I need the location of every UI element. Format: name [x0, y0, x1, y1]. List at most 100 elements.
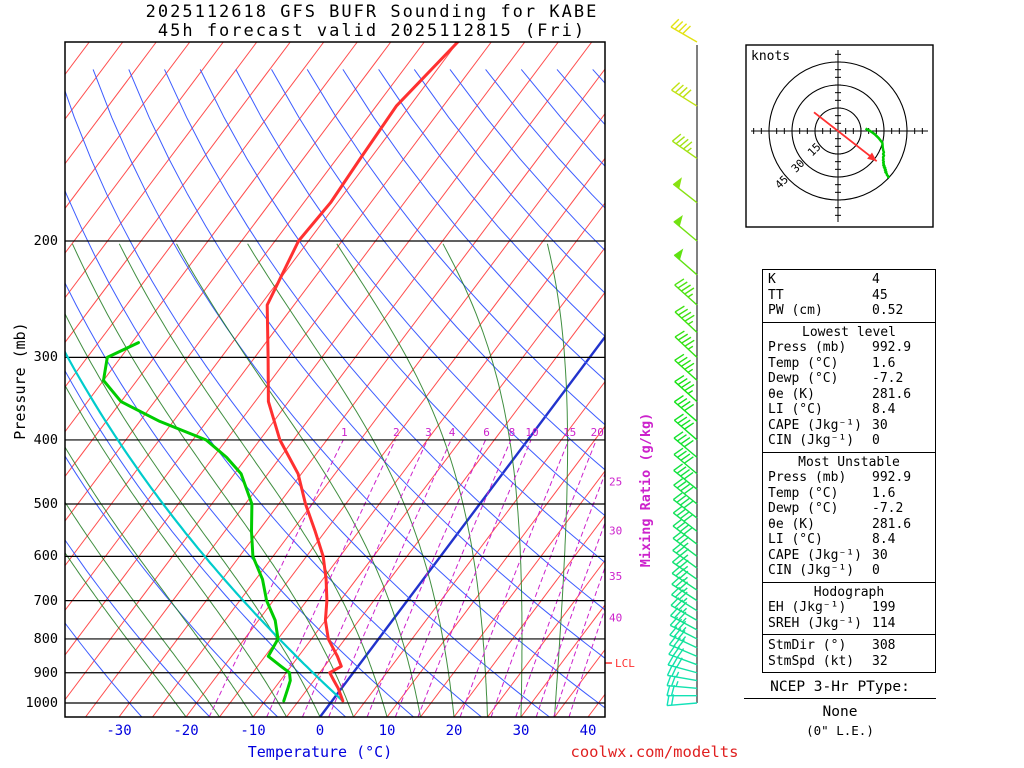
- stats-value: -7.2: [872, 501, 904, 516]
- dry-adiabat-line: [65, 622, 143, 717]
- stats-label: θe (K): [768, 386, 815, 402]
- wind-barb: [671, 133, 698, 159]
- moist-adiabat-line: [546, 243, 569, 717]
- temperature-tick-label: -20: [173, 723, 199, 739]
- temperature-axis-label: Temperature (°C): [247, 743, 393, 761]
- lcl-label: LCL: [615, 657, 635, 670]
- moist-adiabat-line: [71, 243, 354, 717]
- isotherm-line: [118, 68, 605, 717]
- temperature-profile-line: [265, 42, 460, 703]
- isotherm-line: [65, 42, 526, 656]
- storm-motion-arrowhead: [867, 152, 877, 162]
- stats-panel: K 4 TT 45 PW (cm) 0.52 Lowest level Press (mb) 9…: [762, 269, 936, 673]
- stats-divider: [763, 634, 935, 635]
- moist-adiabat-line: [442, 243, 523, 717]
- stats-row: CIN (Jkg⁻¹) 0: [768, 433, 930, 449]
- wind-barb: [674, 278, 698, 306]
- wind-barb: [671, 576, 698, 602]
- stats-label: EH (Jkg⁻¹): [768, 600, 847, 615]
- stats-label: Temp (°C): [768, 355, 839, 371]
- stats-row: LI (°C) 8.4: [768, 402, 930, 418]
- chart-title-line1: 2025112618 GFS BUFR Sounding for KABE: [145, 2, 599, 22]
- mixing-ratio-edge-label: 30: [609, 524, 622, 537]
- wind-barb: [673, 413, 698, 441]
- isotherm-line: [487, 559, 605, 717]
- dry-adiabat-line: [65, 89, 550, 717]
- stats-row: TT 45: [768, 288, 930, 304]
- mixing-ratio-line: [535, 521, 605, 717]
- wind-barb: [673, 478, 698, 505]
- wind-barb: [670, 18, 698, 43]
- stats-row: StmDir (°) 308: [768, 638, 930, 654]
- stats-value: 0.52: [872, 303, 904, 318]
- wind-barb: [672, 542, 698, 569]
- wind-barb: [673, 215, 698, 242]
- stats-value: 1.6: [872, 485, 896, 501]
- mixing-ratio-label: 15: [563, 426, 576, 439]
- wind-barb: [674, 330, 698, 358]
- isotherm-line: [65, 42, 258, 299]
- wind-barb: [673, 447, 698, 475]
- stats-label: LI (°C): [768, 532, 823, 547]
- stats-row: LI (°C) 8.4: [768, 532, 930, 548]
- mixing-ratio-label: 3: [425, 426, 432, 439]
- stats-section: Lowest level Press (mb) 992.9 Temp (°C) 1.6 D…: [763, 321, 935, 452]
- stats-row: Dewp (°C) -7.2: [768, 501, 930, 517]
- stats-label: LI (°C): [768, 402, 823, 417]
- isotherm-line: [65, 42, 325, 388]
- wind-barb: [672, 492, 698, 519]
- stats-row: Temp (°C) 1.6: [768, 486, 930, 502]
- stats-label: CAPE (Jkg⁻¹): [768, 417, 862, 433]
- dry-adiabat-line: [378, 69, 605, 338]
- dry-adiabat-line: [306, 69, 605, 426]
- mixing-ratio-edge-label: 35: [609, 570, 622, 583]
- pressure-tick-label: 1000: [25, 694, 58, 711]
- isobar-lines: [65, 240, 605, 704]
- temperature-tick-label: -10: [240, 723, 266, 739]
- isotherm-line: [65, 42, 157, 165]
- stats-label: StmDir (°): [768, 638, 847, 653]
- stats-row: CAPE (Jkg⁻¹) 30: [768, 548, 930, 564]
- hodograph-ring: [814, 107, 862, 155]
- wind-barb: [666, 665, 698, 682]
- hodograph-ring: [768, 61, 908, 201]
- isotherm-line: [65, 42, 459, 567]
- pressure-tick-label: 800: [33, 630, 58, 647]
- stats-row: EH (Jkg⁻¹) 199: [768, 600, 930, 616]
- ptype-title: NCEP 3-Hr PType:: [744, 679, 936, 699]
- temperature-tick-label: 0: [315, 723, 325, 739]
- stats-label: Temp (°C): [768, 485, 839, 501]
- watermark-link[interactable]: coolwx.com/modelts: [570, 743, 739, 761]
- temperature-tick-label: 10: [378, 723, 396, 739]
- stats-label: θe (K): [768, 516, 815, 532]
- isotherm-line: [252, 246, 605, 717]
- dewpoint-profile-line: [102, 341, 292, 703]
- hodograph-ring: [791, 84, 885, 178]
- mixing-ratio-line: [394, 439, 512, 717]
- dry-adiabat-line: [65, 539, 211, 717]
- wind-barb: [673, 395, 698, 422]
- stats-value: -7.2: [872, 371, 904, 386]
- pressure-tick-label: 900: [33, 664, 58, 681]
- mixing-ratio-line: [417, 439, 532, 717]
- dry-adiabat-line: [164, 69, 605, 611]
- dry-adiabat-line: [65, 369, 347, 717]
- hodograph-frame: [745, 44, 934, 228]
- stats-label: CIN (Jkg⁻¹): [768, 433, 855, 448]
- stats-value: 1.6: [872, 355, 896, 371]
- temperature-tick-label: 20: [445, 723, 463, 739]
- stats-value: 30: [872, 547, 888, 563]
- wind-barb: [673, 463, 698, 490]
- hodograph-units-label: knots: [751, 49, 791, 64]
- moist-adiabat-line: [65, 312, 321, 717]
- moist-adiabat-line: [65, 551, 187, 717]
- stats-value: 45: [872, 287, 888, 303]
- wind-barb: [674, 305, 698, 333]
- moist-adiabat-line: [336, 243, 488, 717]
- stats-value: 32: [872, 653, 888, 669]
- stats-label: StmSpd (kt): [768, 653, 855, 669]
- stats-section-header: Most Unstable: [798, 454, 900, 470]
- isotherm-line: [152, 112, 605, 717]
